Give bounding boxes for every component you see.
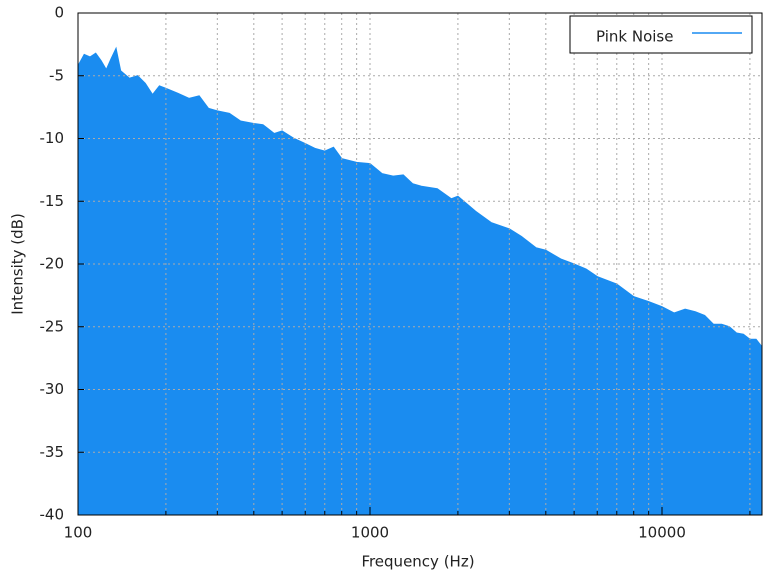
y-tick-label: -30 <box>40 380 65 398</box>
legend-box <box>569 15 753 54</box>
legend-label: Pink Noise <box>596 28 673 46</box>
y-tick-label: -10 <box>40 129 65 147</box>
y-axis-label: Intensity (dB) <box>9 213 27 315</box>
x-tick-label: 1000 <box>351 524 389 542</box>
y-tick-label: 0 <box>54 4 64 22</box>
y-tick-label: -35 <box>40 443 65 461</box>
x-tick-label: 10000 <box>638 524 686 542</box>
plot-frame <box>77 12 763 516</box>
y-tick-label: -15 <box>40 192 65 210</box>
y-tick-label: -40 <box>40 506 65 524</box>
x-tick-label: 100 <box>64 524 93 542</box>
spectrum-area <box>77 46 763 516</box>
y-tick-label: -25 <box>40 317 65 335</box>
x-axis-label: Frequency (Hz) <box>361 553 474 571</box>
y-tick-label: -5 <box>49 66 64 84</box>
y-tick-label: -20 <box>40 255 65 273</box>
